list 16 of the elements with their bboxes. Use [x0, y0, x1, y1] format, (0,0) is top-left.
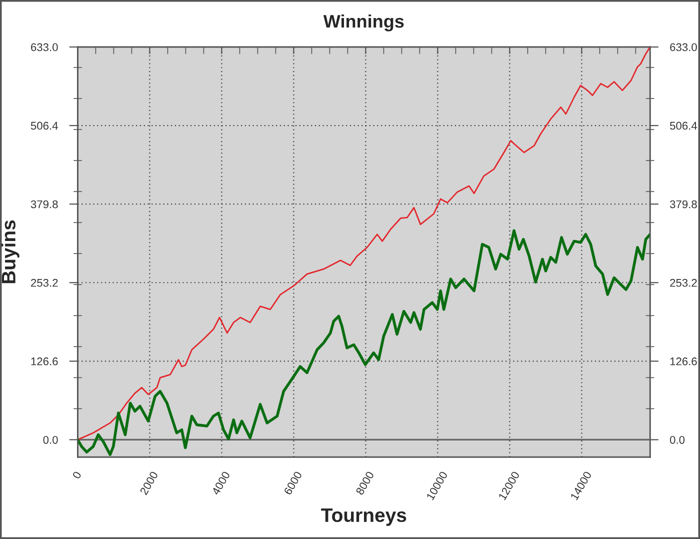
y-tick-label: 253.2	[31, 278, 58, 287]
y2-tick-label: 0.0	[670, 436, 685, 444]
y2-tick-label: 379.8	[670, 200, 697, 208]
y2-tick-label: 633.0	[670, 43, 697, 52]
x-axis-title: Tourneys	[321, 508, 406, 526]
y-tick-label: 0.0	[43, 436, 58, 444]
y-tick-label: 126.6	[31, 357, 58, 366]
y-tick-label: 633.0	[31, 43, 58, 52]
y2-tick-label: 253.2	[670, 278, 697, 287]
y-tick-label: 379.8	[30, 200, 58, 208]
y2-tick-label: 506.4	[670, 122, 698, 130]
x-tick-label: 0	[72, 470, 82, 480]
y-tick-label: 506.4	[30, 122, 58, 130]
y2-tick-label: 126.6	[670, 357, 697, 366]
chart-title: Winnings	[323, 14, 404, 32]
y-axis-title: Buyins	[1, 220, 20, 284]
